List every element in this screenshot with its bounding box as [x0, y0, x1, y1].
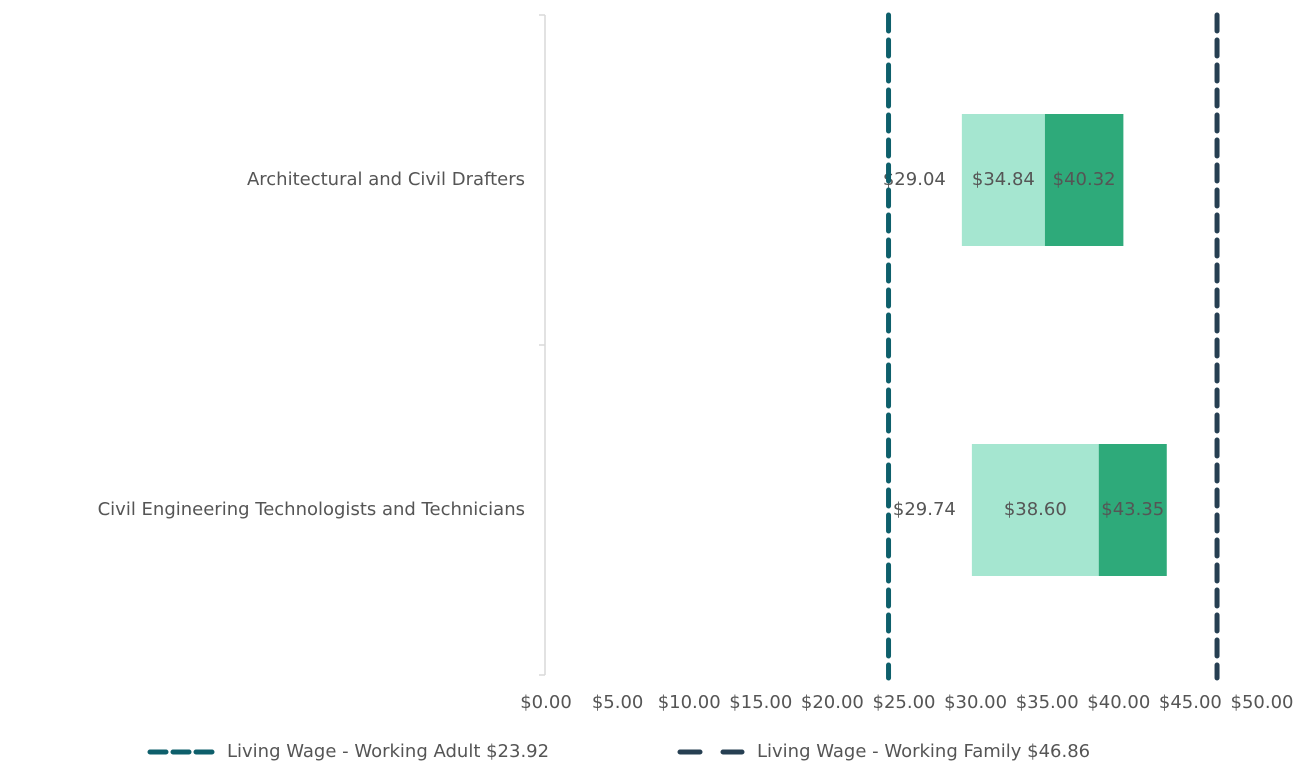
bar-segment: [1044, 114, 1124, 246]
x-tick-label: $35.00: [1016, 692, 1079, 713]
legend-label: Living Wage - Working Family $46.86: [757, 741, 1090, 762]
x-tick-label: $5.00: [592, 692, 644, 713]
x-tick-label: $50.00: [1231, 692, 1294, 713]
x-tick-label: $0.00: [520, 692, 572, 713]
value-label: $40.32: [1053, 169, 1116, 190]
x-tick-label: $40.00: [1087, 692, 1150, 713]
legend-label: Living Wage - Working Adult $23.92: [227, 741, 549, 762]
x-tick-label: $10.00: [658, 692, 721, 713]
x-tick-label: $30.00: [944, 692, 1007, 713]
x-tick-label: $45.00: [1159, 692, 1222, 713]
value-label: $29.04: [883, 169, 946, 190]
x-tick-label: $20.00: [801, 692, 864, 713]
bar-segment: [961, 114, 1045, 246]
bar-segment: [1098, 444, 1167, 576]
x-tick-label: $25.00: [873, 692, 936, 713]
value-label: $43.35: [1101, 499, 1164, 520]
value-label: $34.84: [972, 169, 1035, 190]
x-tick-label: $15.00: [729, 692, 792, 713]
category-label: Architectural and Civil Drafters: [247, 169, 525, 190]
bar-segment: [971, 444, 1099, 576]
category-label: Civil Engineering Technologists and Tech…: [98, 499, 525, 520]
value-label: $29.74: [893, 499, 956, 520]
value-label: $38.60: [1004, 499, 1067, 520]
